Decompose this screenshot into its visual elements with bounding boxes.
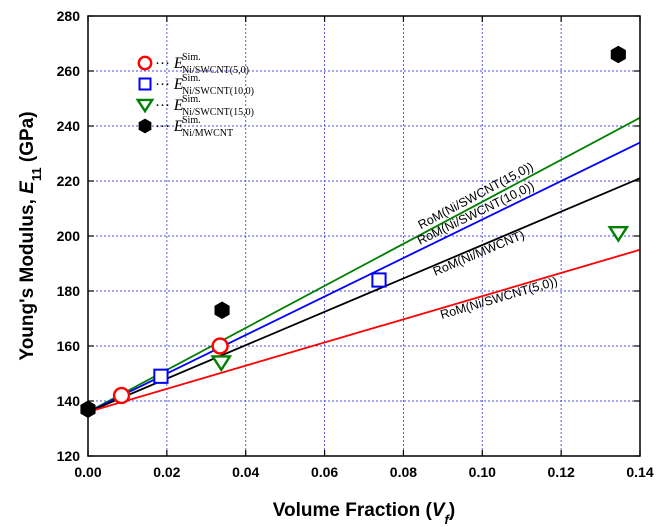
y-tick-label: 280	[57, 8, 81, 24]
legend-superscript: Sim.	[182, 115, 201, 126]
x-tick-label: 0.14	[626, 464, 653, 480]
x-tick-label: 0.00	[74, 464, 101, 480]
legend-superscript: Sim.	[182, 73, 201, 84]
legend-subscript: Ni/SWCNT(15,0)	[182, 107, 254, 118]
legend-marker	[138, 77, 152, 91]
legend-superscript: Sim.	[182, 52, 201, 63]
x-tick-label: 0.06	[311, 464, 338, 480]
x-tick-label: 0.12	[548, 464, 575, 480]
rom-line	[87, 116, 641, 413]
data-point	[371, 272, 387, 288]
data-point	[610, 45, 626, 64]
data-point	[211, 337, 229, 355]
legend-marker	[138, 118, 152, 134]
y-tick-label: 160	[57, 338, 81, 354]
x-tick-label: 0.02	[153, 464, 180, 480]
legend-superscript: Sim.	[182, 94, 201, 105]
y-tick-label: 220	[57, 173, 81, 189]
rom-label: RoM(Ni/SWCNT(5,0))	[439, 274, 560, 322]
legend-marker	[135, 98, 155, 114]
x-tick-label: 0.10	[469, 464, 496, 480]
y-tick-label: 260	[57, 63, 81, 79]
data-markers	[80, 45, 630, 418]
x-tick-label: 0.04	[232, 464, 259, 480]
legend-label: ··· E	[155, 97, 184, 114]
rom-labels: RoM(Ni/SWCNT(15,0))RoM(Ni/SWCNT(10,0))Ro…	[415, 159, 559, 321]
legend-label: ··· E	[155, 118, 184, 135]
grid	[88, 16, 640, 456]
data-point	[214, 301, 230, 319]
rom-line	[87, 248, 641, 413]
axis-ticks: 0.00 0.02 0.04 0.06 0.08 0.10 0.12 0.14 120 140 16…	[57, 8, 654, 480]
y-tick-label: 200	[57, 228, 81, 244]
x-axis-title: Volume Fraction (Vf)	[273, 500, 455, 527]
legend-subscript: Ni/SWCNT(5,0)	[182, 65, 249, 76]
data-point	[153, 368, 169, 384]
y-tick-label: 140	[57, 393, 81, 409]
rom-line	[87, 141, 641, 413]
legend-label: ··· E	[155, 76, 184, 93]
legend-subscript: Ni/MWCNT	[182, 128, 233, 139]
legend-label: ··· E	[155, 55, 184, 72]
y-tick-label: 120	[57, 448, 81, 464]
rom-line	[87, 177, 641, 413]
data-point	[112, 386, 131, 405]
y-tick-label: 240	[57, 118, 81, 134]
data-point	[210, 355, 233, 373]
x-tick-label: 0.08	[390, 464, 417, 480]
y-tick-label: 180	[57, 283, 81, 299]
y-axis-title: Young's Modulus, E11 (GPa)	[17, 111, 44, 360]
rom-lines	[87, 116, 641, 413]
legend-subscript: Ni/SWCNT(10,0)	[182, 86, 254, 97]
legend-marker	[137, 55, 153, 71]
data-point	[607, 226, 630, 243]
